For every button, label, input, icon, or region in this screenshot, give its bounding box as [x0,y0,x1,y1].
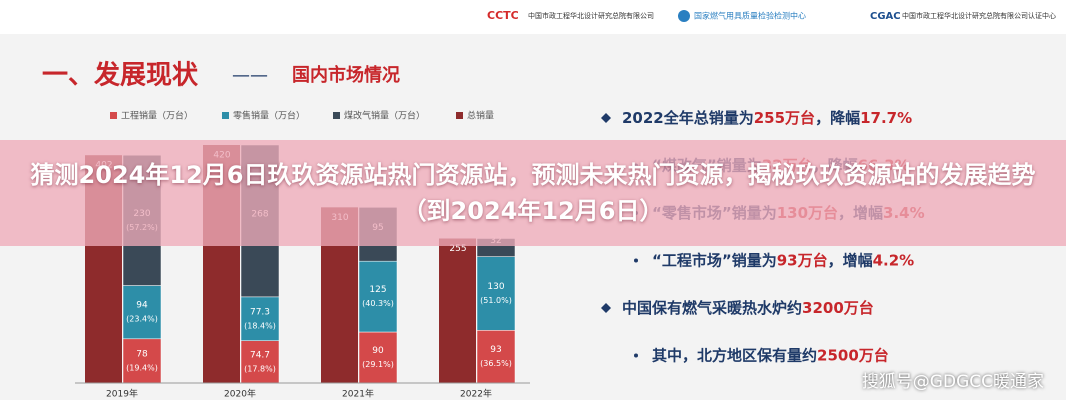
bullet-diamond [601,113,611,123]
bar-segment [476,330,516,384]
legend-swatch [333,112,340,119]
header-bar [0,0,1066,34]
bullet-dot [634,258,638,263]
logo-text: 中国市政工程华北设计研究总院有限公司 [528,11,654,20]
value-label: 77.3 [250,307,270,317]
bullet-segment: 2022全年总销量为 [622,109,754,127]
legend-swatch [456,112,463,119]
title-banner: 猜测2024年12月6日玖玖资源站热门资源站，预测未来热门资源，揭秘玖玖资源站的… [0,140,1066,246]
bar [439,238,476,383]
bar-segment [358,260,398,333]
value-label: 93 [490,345,501,355]
watermark: 搜狐号@GDGCC暖通家 [861,372,1044,392]
bullet-text: 中国保有燃气采暖热水炉约3200万台 [622,299,874,317]
logo-text: 中国市政工程华北设计研究总院有限公司认证中心 [902,11,1056,20]
share-label: (40.3%) [362,299,394,308]
bullet-segment: 其中，北方地区保有量约 [652,346,817,364]
share-label: (19.4%) [126,363,158,372]
value-label: 74.7 [250,350,270,360]
bar-segment [476,256,516,331]
logo: CCTC [487,9,519,22]
x-tick-label: 2020年 [224,388,256,400]
bullet-segment: ，增幅 [828,251,873,269]
section-subtitle: 国内市场情况 [292,64,400,86]
legend-swatch [110,112,117,119]
bar-segment [240,296,280,341]
value-label: 94 [136,301,148,311]
bullet-segment: 93万台 [777,251,828,269]
share-label: (36.5%) [480,359,512,368]
value-label: 90 [372,346,384,356]
bullet-text: 其中，北方地区保有量约2500万台 [652,346,889,364]
article-title: 猜测2024年12月6日玖玖资源站热门资源站，预测未来热门资源，揭秘玖玖资源站的… [30,161,1036,225]
logo-text: 国家燃气用具质量检验检测中心 [694,11,806,21]
title-dash: —— [232,65,268,86]
bullet-segment: 255万台 [754,109,815,127]
x-tick-label: 2019年 [106,388,138,400]
bullet-segment: ，降幅 [815,109,860,127]
bullet-segment: 2500万台 [817,346,889,364]
logo-icon [678,10,690,22]
bullet-segment: 中国保有燃气采暖热水炉约 [622,299,802,317]
bullet-text: “工程市场”销量为93万台，增幅4.2% [652,251,914,269]
share-label: (18.4%) [244,321,276,330]
logo: CGAC [870,11,901,22]
legend-label: 零售销量（万台） [233,110,305,122]
legend-swatch [222,112,229,119]
bullet-segment: 3200万台 [802,299,874,317]
bullet-segment: 4.2% [873,251,915,269]
bullet-segment: “工程市场”销量为 [652,251,777,269]
share-label: (23.4%) [126,315,158,324]
legend-label: 总销量 [467,110,494,122]
share-label: (17.8%) [244,364,276,373]
section-title: 一、发展现状 [42,60,199,91]
bullet-segment: 17.7% [860,109,912,127]
legend-label: 工程销量（万台） [121,110,193,122]
x-tick-label: 2022年 [460,388,492,400]
value-label: 255 [449,244,466,254]
value-label: 130 [487,282,504,292]
bar-segment [122,285,162,340]
share-label: (51.0%) [480,296,512,305]
value-label: 78 [136,349,148,359]
bullet-diamond [601,303,611,313]
value-label: 125 [369,285,386,295]
bar-segment [240,340,280,384]
bullet-text: 2022全年总销量为255万台，降幅17.7% [622,109,912,127]
x-tick-label: 2021年 [342,388,374,400]
legend-label: 煤改气销量（万台） [344,110,425,122]
bullet-dot [634,353,638,358]
share-label: (29.1%) [362,360,394,369]
bar-segment [358,331,398,384]
bar-segment [122,338,162,384]
